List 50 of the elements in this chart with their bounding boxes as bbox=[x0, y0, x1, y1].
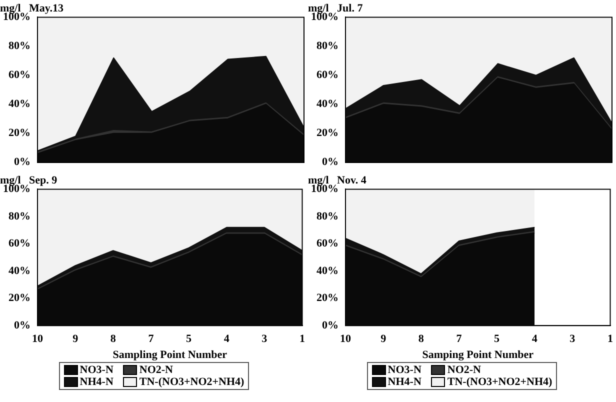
y-tick-label: 40% bbox=[316, 264, 338, 277]
y-tick-label: 20% bbox=[316, 292, 338, 304]
x-tick-label: 5 bbox=[186, 333, 192, 346]
legend-label: NO2-N bbox=[138, 364, 174, 376]
x-axis-title: Sampling Point Number bbox=[112, 349, 228, 362]
y-tick-label: 40% bbox=[8, 98, 30, 110]
y-tick-label: 80% bbox=[8, 40, 30, 52]
legend-label: TN-(NO3+NO2+NH4) bbox=[138, 376, 244, 388]
y-tick-label: 20% bbox=[8, 292, 30, 304]
x-tick-label: 4 bbox=[532, 333, 538, 346]
y-tick-label: 60% bbox=[316, 238, 338, 250]
y-tick-label: 20% bbox=[316, 127, 338, 140]
y-tick-label: 0% bbox=[322, 319, 338, 332]
x-tick-label: 5 bbox=[494, 333, 500, 346]
x-tick-label: 10 bbox=[340, 333, 352, 346]
x-axis-title: Samping Point Number bbox=[422, 349, 534, 362]
legend-label: NO3-N bbox=[78, 364, 114, 376]
x-tick-label: 3 bbox=[570, 333, 576, 346]
x-tick-label: 7 bbox=[456, 333, 462, 346]
x-tick-label: 8 bbox=[418, 333, 424, 346]
y-tick-label: 100% bbox=[311, 183, 338, 196]
x-tick-label: 4 bbox=[224, 333, 230, 346]
y-tick-label: 60% bbox=[316, 69, 338, 82]
y-tick-label: 80% bbox=[8, 210, 30, 222]
legend-label: TN-(NO3+NO2+NH4) bbox=[446, 376, 552, 388]
y-tick-label: 0% bbox=[14, 156, 30, 168]
y-tick-label: 0% bbox=[322, 156, 338, 168]
x-tick-label: 7 bbox=[148, 333, 154, 346]
y-tick-label: 80% bbox=[316, 40, 338, 52]
y-tick-label: 100% bbox=[311, 11, 338, 24]
y-tick-label: 60% bbox=[8, 69, 30, 82]
y-tick-label: 100% bbox=[3, 11, 30, 24]
y-tick-label: 80% bbox=[316, 210, 338, 222]
legend-label: NO2-N bbox=[446, 364, 482, 376]
y-tick-label: 40% bbox=[316, 98, 338, 110]
x-tick-label: 10 bbox=[32, 333, 44, 346]
y-tick-label: 20% bbox=[8, 127, 30, 140]
legend-label: NO3-N bbox=[386, 364, 422, 376]
x-tick-label: 9 bbox=[72, 333, 79, 346]
legend-label: NH4-N bbox=[78, 376, 114, 388]
x-tick-label: 1 bbox=[608, 333, 613, 346]
y-tick-label: 100% bbox=[3, 183, 30, 196]
y-tick-label: 40% bbox=[8, 264, 30, 277]
y-tick-label: 0% bbox=[14, 319, 30, 332]
x-tick-label: 3 bbox=[262, 333, 268, 346]
x-tick-label: 8 bbox=[110, 333, 116, 346]
x-tick-label: 1 bbox=[300, 333, 305, 346]
y-tick-label: 60% bbox=[8, 238, 30, 250]
x-tick-label: 9 bbox=[380, 333, 387, 346]
legend-label: NH4-N bbox=[386, 376, 422, 388]
